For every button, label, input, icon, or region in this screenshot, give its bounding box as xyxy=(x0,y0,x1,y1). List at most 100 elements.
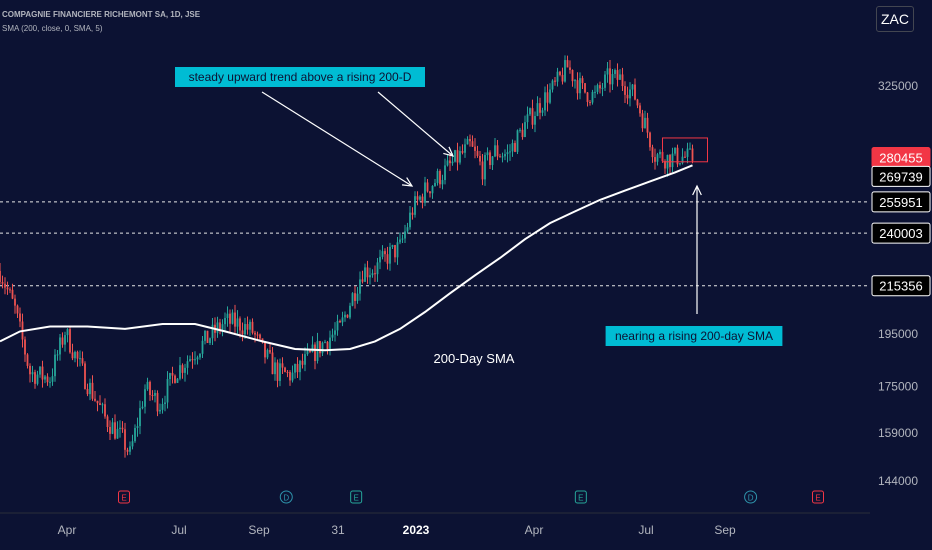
currency-button[interactable]: ZAC xyxy=(876,6,914,32)
candle-body xyxy=(34,372,36,384)
candle-body xyxy=(314,344,316,362)
candle-body xyxy=(281,363,284,368)
candle-body xyxy=(166,379,169,403)
candle-body xyxy=(299,360,301,373)
candle-body xyxy=(171,373,174,376)
candle-body xyxy=(209,338,211,343)
candle-body xyxy=(631,84,634,90)
candle-body xyxy=(609,68,611,85)
candle-body xyxy=(176,378,179,383)
price-label-box xyxy=(871,275,931,297)
candle-body xyxy=(191,359,194,361)
candle-body xyxy=(414,196,416,215)
candle-body xyxy=(184,367,186,373)
candle-body xyxy=(551,80,554,90)
candle-body xyxy=(664,161,666,169)
candle-body xyxy=(439,171,441,185)
candle-body xyxy=(229,313,231,324)
candle-body xyxy=(259,334,261,339)
candle-body xyxy=(291,372,294,381)
candle-body xyxy=(4,283,6,288)
candle-body xyxy=(246,324,249,330)
candle-body xyxy=(254,332,256,335)
candle-body xyxy=(511,143,514,152)
candle-body xyxy=(296,363,299,373)
candle-body xyxy=(409,212,411,228)
candle-body xyxy=(481,161,484,180)
horizontal-levels xyxy=(0,201,870,287)
candle-body xyxy=(676,147,679,165)
candle-body xyxy=(554,80,556,82)
candle-body xyxy=(646,117,649,133)
price-label-box xyxy=(871,165,931,187)
candle-body xyxy=(399,239,401,243)
candle-body xyxy=(289,372,291,381)
candle-body xyxy=(319,341,321,354)
candle-body xyxy=(649,132,651,148)
candle-body xyxy=(674,147,676,154)
candle-body xyxy=(156,393,159,412)
candle-body xyxy=(596,85,599,92)
earnings-marker xyxy=(350,490,363,504)
candle-body xyxy=(371,273,374,276)
candle-body xyxy=(336,320,339,331)
candle-body xyxy=(374,273,376,275)
x-tick-label: Sep xyxy=(248,523,270,537)
candle-body xyxy=(446,160,449,166)
price-label: 280455 xyxy=(879,151,922,166)
candle-body xyxy=(436,171,439,183)
candle-body xyxy=(216,322,219,333)
candle-body xyxy=(379,256,381,263)
earnings-marker xyxy=(574,490,587,504)
candle-body xyxy=(396,242,399,258)
candle-body xyxy=(579,78,581,94)
candle-body xyxy=(361,279,364,282)
candle-body xyxy=(331,334,334,338)
x-tick-label: 31 xyxy=(331,523,345,537)
candle-body xyxy=(124,429,126,450)
candle-body xyxy=(641,113,644,129)
candle-body xyxy=(114,422,116,439)
candle-body xyxy=(69,329,71,353)
event-label: E xyxy=(353,494,358,503)
candle-body xyxy=(89,382,91,395)
candle-body xyxy=(474,146,476,151)
candle-body xyxy=(96,400,99,404)
candle-body xyxy=(264,342,266,358)
candle-body xyxy=(559,71,561,75)
candle-body xyxy=(506,152,509,155)
x-tick-label: Jul xyxy=(638,523,653,537)
candle-body xyxy=(19,313,21,322)
candle-body xyxy=(521,129,524,138)
candle-body xyxy=(616,70,619,80)
candle-body xyxy=(349,305,351,318)
candle-body xyxy=(324,341,326,343)
candle-body xyxy=(144,389,146,407)
event-label: E xyxy=(815,494,820,503)
price-axis: 325000 195000 175000 159000 144000 280455 2697… xyxy=(871,79,931,488)
candle-body xyxy=(606,68,609,75)
candle-body xyxy=(26,354,29,366)
candle-body xyxy=(339,320,341,323)
candle-body xyxy=(24,339,26,355)
candle-body xyxy=(161,404,164,410)
candle-body xyxy=(376,262,379,275)
candle-body xyxy=(384,251,386,255)
candle-body xyxy=(604,74,606,88)
candle-body xyxy=(459,151,461,163)
candle-body xyxy=(534,116,536,125)
candle-body xyxy=(469,138,471,142)
candle-body xyxy=(404,231,406,239)
candle-body xyxy=(626,94,629,99)
candle-body xyxy=(286,371,289,373)
candle-body xyxy=(234,312,236,327)
candle-body xyxy=(106,416,109,428)
candle-body xyxy=(476,150,479,156)
candle-body xyxy=(239,318,241,331)
candle-body xyxy=(466,138,469,145)
candle-body xyxy=(621,74,624,87)
candle-body xyxy=(691,148,694,161)
candle-body xyxy=(659,151,661,155)
